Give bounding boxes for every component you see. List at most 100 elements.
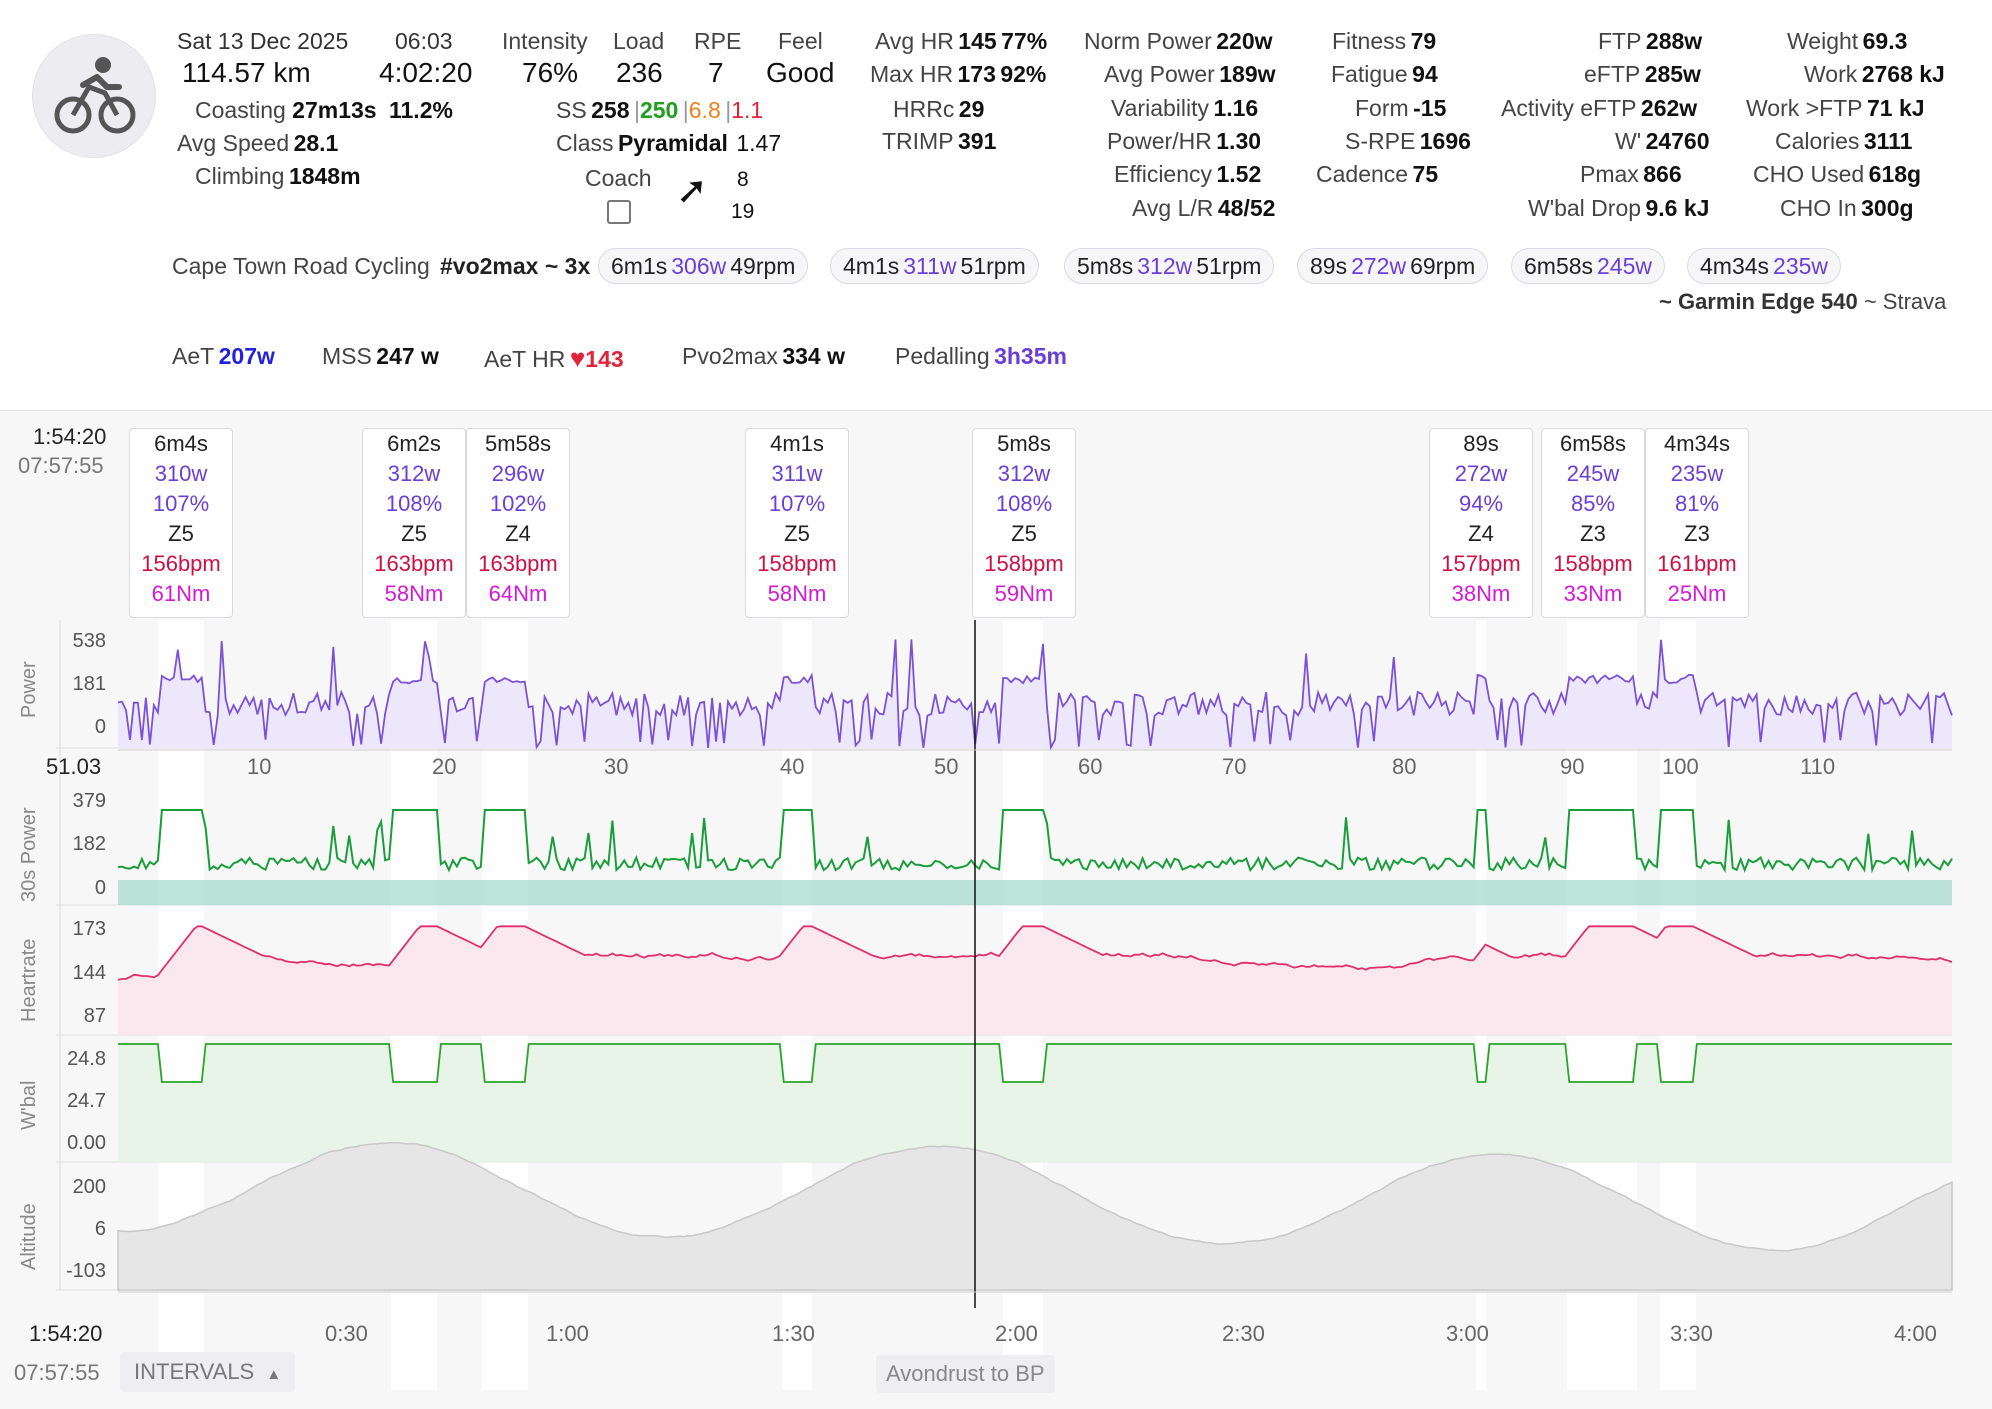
class-number: 1.47 xyxy=(736,130,782,156)
interval-hr: 158bpm xyxy=(984,551,1064,576)
pill-duration: 89s xyxy=(1310,253,1348,279)
pill-duration: 5m8s xyxy=(1077,253,1134,279)
fitness-value: 79 xyxy=(1410,28,1437,54)
power-line xyxy=(117,639,1953,751)
weight-label: Weight xyxy=(1787,28,1859,54)
wbal-drop-label: W'bal Drop xyxy=(1528,195,1642,221)
aet-value: 207w xyxy=(218,343,275,369)
weight-row: Weight 69.3 xyxy=(1787,28,1907,55)
pill-watts: 235w xyxy=(1773,253,1829,279)
data-source[interactable]: ~ Strava xyxy=(1863,289,1947,314)
calories-row: Calories 3111 xyxy=(1775,128,1912,155)
aet-hr-row: AeT HR ♥143 xyxy=(484,343,624,374)
interval-summary-box[interactable]: 4m1s 311w 107% Z5 158bpm 58Nm xyxy=(745,428,849,618)
distance-tick: 90 xyxy=(1560,754,1585,779)
distance-tick: 60 xyxy=(1078,754,1103,779)
activity-type-avatar xyxy=(32,34,156,158)
rpe-value[interactable]: 7 xyxy=(708,57,724,88)
time-tick: 3:00 xyxy=(1446,1321,1489,1346)
intervals-label: INTERVALS xyxy=(134,1359,255,1384)
avg-hr-label: Avg HR xyxy=(875,28,954,54)
interval-pill[interactable]: 4m1s 311w 51rpm xyxy=(830,248,1039,284)
variability-value: 1.16 xyxy=(1213,95,1259,121)
interval-pct: 81% xyxy=(1674,491,1720,516)
interval-pill[interactable]: 4m34s 235w xyxy=(1687,248,1842,284)
interval-hr: 161bpm xyxy=(1657,551,1737,576)
interval-summary-box[interactable]: 5m58s 296w 102% Z4 163bpm 64Nm xyxy=(466,428,570,618)
interval-summary-box[interactable]: 5m8s 312w 108% Z5 158bpm 59Nm xyxy=(972,428,1076,618)
avg-hr-row: Avg HR 145 77% xyxy=(875,28,1047,55)
interval-pill[interactable]: 6m1s 306w 49rpm xyxy=(598,248,809,284)
power30-zone-band xyxy=(118,880,1952,905)
cho-in-row: CHO In 300g xyxy=(1780,195,1914,222)
time-tick: 4:00 xyxy=(1894,1321,1937,1346)
intervals-toggle-button[interactable]: INTERVALS ▲ xyxy=(120,1352,296,1392)
interval-torque: 38Nm xyxy=(1451,581,1511,606)
interval-watts: 310w xyxy=(154,461,208,486)
wprime-row: W' 24760 xyxy=(1615,128,1710,155)
form-row: Form -15 xyxy=(1355,95,1446,122)
eftp-value: 285w xyxy=(1644,61,1701,87)
interval-zone: Z3 xyxy=(1580,521,1606,546)
load-value: 236 xyxy=(616,57,663,88)
interval-torque: 33Nm xyxy=(1563,581,1623,606)
cho-used-value: 618g xyxy=(1868,161,1922,187)
route-name[interactable]: Avondrust to BP xyxy=(876,1355,1055,1393)
interval-summary-box[interactable]: 4m34s 235w 81% Z3 161bpm 25Nm xyxy=(1645,428,1749,618)
ftp-label: FTP xyxy=(1598,28,1642,54)
interval-dur: 6m4s xyxy=(154,431,208,456)
efficiency-value: 1.52 xyxy=(1216,161,1262,187)
pvo2max-value: 334 w xyxy=(782,343,845,369)
pill-cadence: 51rpm xyxy=(1196,253,1262,279)
interval-summary-box[interactable]: 6m2s 312w 108% Z5 163bpm 58Nm xyxy=(362,428,466,618)
trimp-value: 391 xyxy=(958,128,997,154)
ss-value: 258 xyxy=(591,97,630,123)
ss-separator: | xyxy=(633,97,640,123)
ss-separator: | xyxy=(682,97,689,123)
avg-hr-pct: 77% xyxy=(1001,28,1048,54)
activity-streams-chart[interactable] xyxy=(0,410,1992,1409)
coasting-pct: 11.2% xyxy=(388,97,453,123)
variability-label: Variability xyxy=(1111,95,1209,121)
pill-watts: 311w xyxy=(903,253,957,279)
power30-axis-label: 30s Power xyxy=(18,807,40,903)
norm-power-value: 220w xyxy=(1216,28,1273,54)
distance-tick: 50 xyxy=(934,754,959,779)
interval-torque: 61Nm xyxy=(151,581,211,606)
variability-row: Variability 1.16 xyxy=(1111,95,1258,122)
interval-dur: 89s xyxy=(1463,431,1499,456)
work-label: Work xyxy=(1804,61,1858,87)
distance-tick: 20 xyxy=(432,754,457,779)
interval-torque: 59Nm xyxy=(994,581,1054,606)
pedalling-label: Pedalling xyxy=(895,343,990,369)
interval-pill[interactable]: 89s 272w 69rpm xyxy=(1297,248,1489,284)
class-label: Class xyxy=(556,130,614,156)
interval-hr: 158bpm xyxy=(1553,551,1633,576)
hr-tick-mid: 144 xyxy=(72,962,106,984)
activity-tag[interactable]: #vo2max ~ 3x xyxy=(440,253,591,279)
work-value: 2768 kJ xyxy=(1861,61,1945,87)
avg-power-label: Avg Power xyxy=(1104,61,1215,87)
interval-pill[interactable]: 6m58s 245w xyxy=(1511,248,1666,284)
power-tick-mid: 181 xyxy=(72,673,106,695)
interval-summary-box[interactable]: 6m4s 310w 107% Z5 156bpm 61Nm xyxy=(129,428,233,618)
altitude-tick-mid: 6 xyxy=(94,1218,106,1240)
interval-pct: 107% xyxy=(768,491,826,516)
ss-separator: | xyxy=(725,97,732,123)
avg-speed-row: Avg Speed 28.1 xyxy=(177,130,338,157)
distance-tick: 70 xyxy=(1222,754,1247,779)
climbing-value: 1848m xyxy=(288,163,361,189)
power-area xyxy=(118,639,1952,748)
feel-value[interactable]: Good xyxy=(766,57,835,88)
power-axis-label: Power xyxy=(18,661,40,718)
interval-zone: Z4 xyxy=(505,521,531,546)
interval-watts: 296w xyxy=(491,461,545,486)
interval-pill[interactable]: 5m8s 312w 51rpm xyxy=(1064,248,1275,284)
srpe-row: S-RPE 1696 xyxy=(1345,128,1471,155)
activity-name[interactable]: Cape Town Road Cycling xyxy=(172,253,430,279)
interval-summary-box[interactable]: 6m58s 245w 85% Z3 158bpm 33Nm xyxy=(1541,428,1645,618)
interval-summary-box[interactable]: 89s 272w 94% Z4 157bpm 38Nm xyxy=(1429,428,1533,618)
coach-checkbox[interactable] xyxy=(607,200,631,224)
hrrc-value: 29 xyxy=(958,96,985,122)
aet-row: AeT 207w xyxy=(172,343,275,370)
